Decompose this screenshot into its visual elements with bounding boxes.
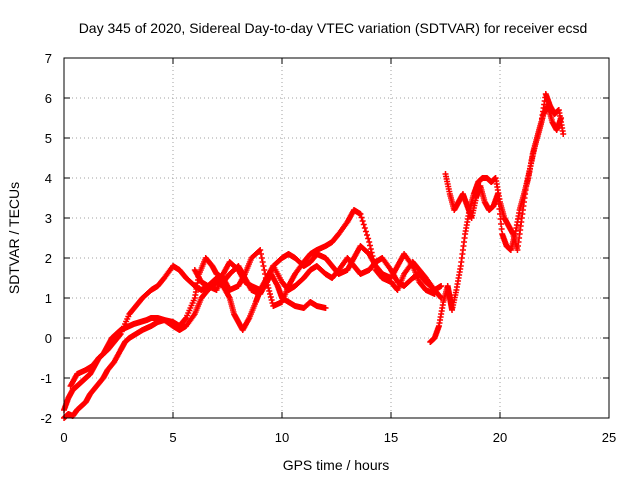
x-tick-label: 0: [60, 430, 67, 445]
x-axis-label: GPS time / hours: [283, 457, 390, 473]
y-tick-label: 4: [45, 171, 52, 186]
series-markers: [191, 255, 445, 293]
x-tick-label: 10: [275, 430, 289, 445]
series-trace-5: [427, 103, 565, 345]
y-tick-label: 5: [45, 131, 52, 146]
y-tick-label: -2: [40, 411, 52, 426]
series-markers: [427, 103, 565, 345]
data-series: [61, 91, 567, 421]
y-tick-label: 3: [45, 211, 52, 226]
plot-frame: [63, 57, 610, 419]
y-tick-label: 1: [45, 291, 52, 306]
y-tick-label: 7: [45, 51, 52, 66]
x-tick-label: 20: [493, 430, 507, 445]
grid-lines: [64, 58, 609, 418]
series-trace-6: [442, 91, 567, 253]
x-tick-label: 15: [384, 430, 398, 445]
x-tick-label: 25: [602, 430, 616, 445]
y-tick-label: -1: [40, 371, 52, 386]
y-tick-label: 6: [45, 91, 52, 106]
series-markers: [442, 91, 567, 253]
x-tick-label: 5: [169, 430, 176, 445]
y-axis-label: SDTVAR / TECUs: [6, 182, 22, 294]
chart-title: Day 345 of 2020, Sidereal Day-to-day VTE…: [79, 20, 588, 36]
axis-ticks: 0 5 10 15 20 25 -2 -1 0 1 2 3 4 5 6 7: [40, 51, 616, 445]
y-tick-label: 2: [45, 251, 52, 266]
y-tick-label: 0: [45, 331, 52, 346]
series-trace-4: [191, 255, 445, 293]
